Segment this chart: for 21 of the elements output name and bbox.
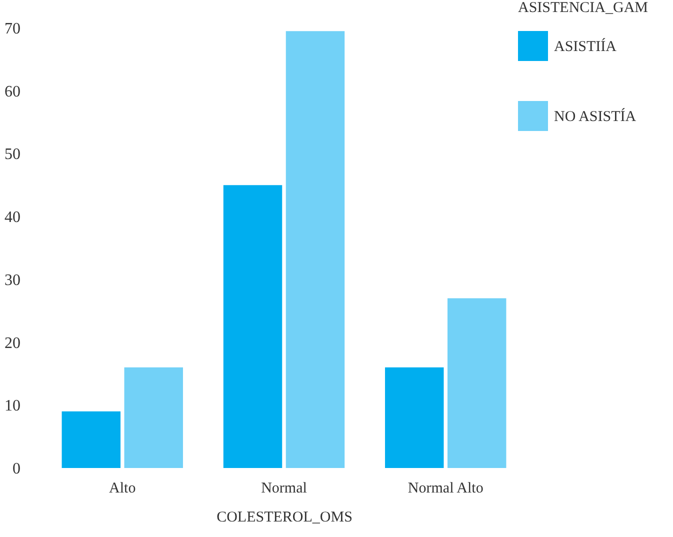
y-tick-label: 10 <box>4 398 20 415</box>
y-tick-label: 0 <box>12 460 20 478</box>
y-tick-label: 60 <box>4 83 20 100</box>
y-tick-label: 40 <box>4 209 20 226</box>
bar <box>286 31 345 468</box>
y-tick-label: 50 <box>4 146 20 164</box>
bar <box>385 367 444 468</box>
bar <box>124 367 183 468</box>
bar <box>62 411 121 468</box>
y-tick-label: 70 <box>4 20 20 38</box>
x-axis-title: COLESTEROL_OMS <box>216 510 352 526</box>
y-tick-label: 30 <box>4 272 20 289</box>
legend-label: ASISTIÍA <box>554 38 617 55</box>
x-tick-label: Alto <box>109 480 136 496</box>
legend-label: NO ASISTÍA <box>554 108 636 125</box>
x-tick-label: Normal Alto <box>408 480 484 496</box>
legend-title: ASISTENCIA_GAM <box>518 0 648 16</box>
bar <box>447 298 506 468</box>
bar <box>223 185 282 468</box>
y-tick-label: 20 <box>4 334 20 352</box>
x-tick-label: Normal <box>261 480 307 496</box>
